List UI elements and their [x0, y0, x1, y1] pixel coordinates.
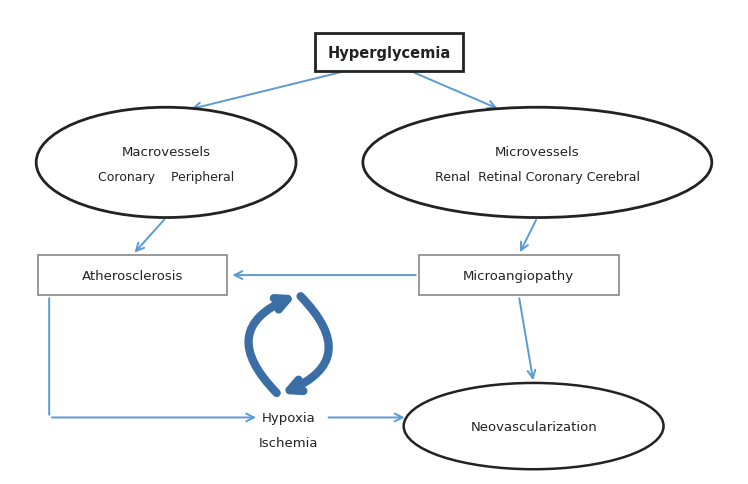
FancyBboxPatch shape: [38, 255, 227, 296]
FancyBboxPatch shape: [419, 255, 619, 296]
Text: Microangiopathy: Microangiopathy: [463, 269, 574, 282]
Ellipse shape: [404, 383, 663, 469]
FancyArrowPatch shape: [248, 299, 287, 393]
Text: Ischemia: Ischemia: [259, 437, 319, 450]
Text: Hypoxia: Hypoxia: [262, 411, 316, 424]
Text: Microvessels: Microvessels: [495, 146, 580, 159]
Ellipse shape: [363, 108, 712, 218]
Text: Neovascularization: Neovascularization: [470, 420, 597, 433]
FancyArrowPatch shape: [289, 297, 328, 391]
Ellipse shape: [36, 108, 296, 218]
FancyBboxPatch shape: [315, 34, 463, 72]
Text: Hyperglycemia: Hyperglycemia: [327, 45, 450, 60]
Text: Atherosclerosis: Atherosclerosis: [82, 269, 183, 282]
Text: Macrovessels: Macrovessels: [122, 146, 211, 159]
Text: Coronary    Peripheral: Coronary Peripheral: [98, 171, 234, 184]
Text: Renal  Retinal Coronary Cerebral: Renal Retinal Coronary Cerebral: [435, 171, 640, 184]
